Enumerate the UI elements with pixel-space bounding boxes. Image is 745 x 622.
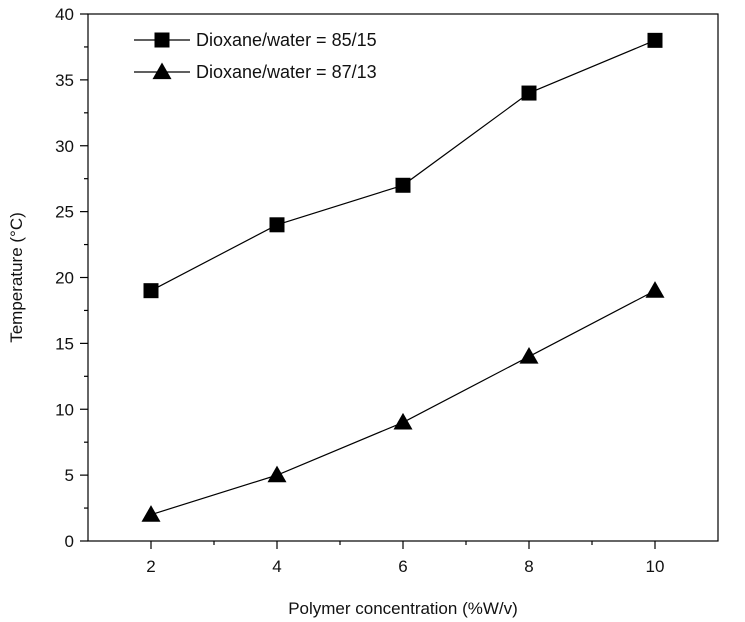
legend: Dioxane/water = 85/15 Dioxane/water = 87/… <box>134 30 377 82</box>
legend-label: Dioxane/water = 85/15 <box>196 30 377 50</box>
legend-triangle-marker <box>152 62 172 80</box>
y-tick-label: 35 <box>55 71 74 90</box>
plot-frame <box>87 13 719 542</box>
y-tick-label: 40 <box>55 5 74 24</box>
series-line <box>150 290 656 516</box>
x-axis-title: Polymer concentration (%W/v) <box>288 599 518 618</box>
x-tick-label: 2 <box>146 557 155 576</box>
y-tick-label: 25 <box>55 203 74 222</box>
square-marker <box>143 283 159 299</box>
square-marker <box>269 217 285 233</box>
x-tick-label: 10 <box>646 557 665 576</box>
legend-square-marker <box>154 32 170 48</box>
axes: 0 5 10 15 20 25 30 35 40 2 4 6 8 10 <box>55 5 719 576</box>
y-tick-label: 15 <box>55 334 74 353</box>
x-tick-label: 4 <box>272 557 281 576</box>
triangle-marker <box>267 465 287 483</box>
triangle-marker <box>393 412 413 430</box>
series-2 <box>141 281 665 522</box>
square-marker <box>647 32 663 48</box>
triangle-marker <box>519 347 539 364</box>
square-marker <box>521 85 537 101</box>
y-axis-title: Temperature (°C) <box>7 212 26 343</box>
y-tick-label: 5 <box>65 466 74 485</box>
x-tick-label: 6 <box>398 557 407 576</box>
legend-label: Dioxane/water = 87/13 <box>196 62 377 82</box>
y-tick-label: 0 <box>65 532 74 551</box>
series-1 <box>143 32 663 299</box>
y-tick-label: 10 <box>55 400 74 419</box>
square-marker <box>395 177 411 193</box>
x-tick-label: 8 <box>524 557 533 576</box>
plot-area <box>141 32 665 522</box>
y-tick-label: 20 <box>55 269 74 288</box>
triangle-marker <box>141 505 161 522</box>
triangle-marker <box>645 281 665 298</box>
y-tick-label: 30 <box>55 137 74 156</box>
